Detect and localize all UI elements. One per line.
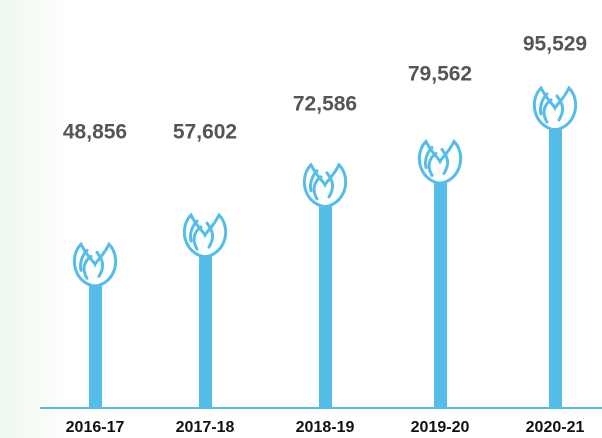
flower-icon [72, 241, 118, 288]
stem [89, 284, 102, 408]
petal [79, 248, 105, 280]
stem [199, 255, 212, 408]
value-label: 72,586 [293, 93, 357, 116]
value-label: 79,562 [408, 63, 472, 86]
petal [424, 145, 450, 177]
petal [189, 219, 215, 251]
value-label: 57,602 [173, 121, 237, 144]
flower-icon [182, 212, 228, 259]
stem [319, 204, 332, 408]
x-tick-label: 2019-20 [411, 419, 470, 436]
stem [549, 128, 562, 408]
value-label: 95,529 [523, 33, 587, 56]
flower-icon [302, 162, 348, 209]
petal [309, 169, 335, 201]
petal [72, 241, 118, 288]
x-tick-label: 2018-19 [296, 419, 355, 436]
petal [417, 138, 463, 186]
value-label: 48,856 [63, 121, 127, 144]
x-tick-label: 2017-18 [176, 419, 235, 436]
x-tick-label: 2016-17 [66, 419, 125, 436]
stem [434, 181, 447, 408]
petal [182, 212, 228, 259]
x-tick-label: 2020-21 [526, 419, 585, 436]
flower-icon [417, 138, 463, 186]
petal [539, 92, 565, 124]
flower-icon [532, 85, 578, 132]
petal [302, 162, 348, 209]
petal [532, 85, 578, 132]
